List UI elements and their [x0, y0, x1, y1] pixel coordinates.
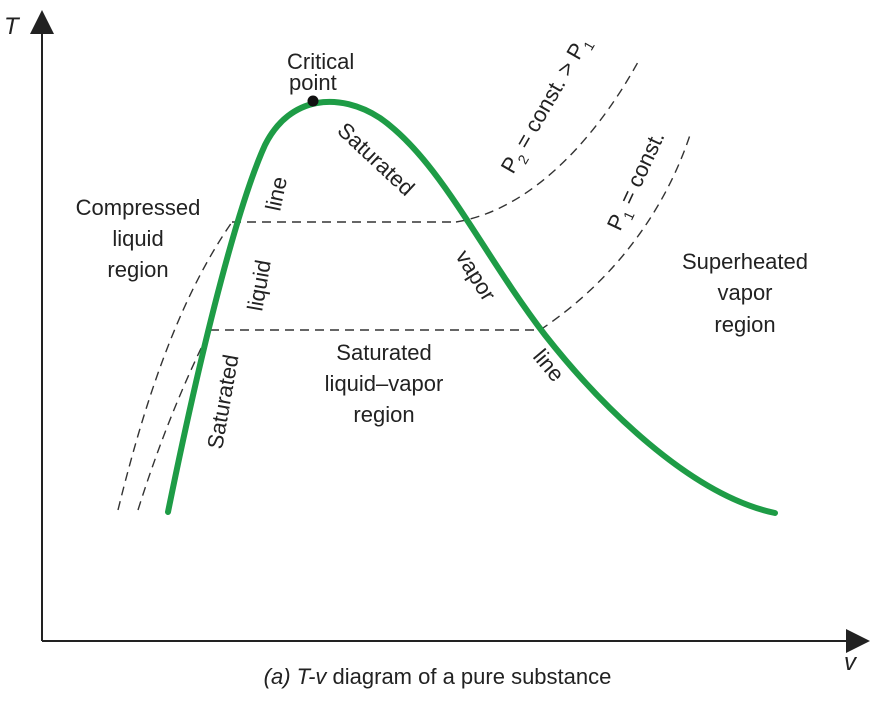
- superheated-label-3: region: [714, 312, 775, 337]
- diagram-caption: (a) T-v diagram of a pure substance: [0, 664, 875, 690]
- caption-text: diagram of a pure substance: [326, 664, 612, 689]
- compressed-label-2: liquid: [112, 226, 163, 251]
- p2-text: = const. > P: [507, 39, 590, 158]
- p2-superheated-isobar: [455, 61, 639, 223]
- caption-part: (a): [263, 664, 291, 689]
- compressed-liquid-region-label: Compressed liquid region: [76, 195, 201, 282]
- sat-liquid-label-3: line: [260, 174, 292, 213]
- mixture-label-1: Saturated: [336, 340, 431, 365]
- sat-vapor-label-2: vapor: [451, 245, 501, 305]
- sat-vapor-label-3: line: [528, 344, 569, 386]
- superheated-label-2: vapor: [717, 280, 772, 305]
- critical-point-marker: [307, 95, 319, 107]
- p1-text: = const.: [611, 127, 669, 213]
- sat-vapor-label-1: Saturated: [333, 117, 420, 200]
- p1-superheated-isobar: [539, 134, 691, 331]
- critical-point-label-1: Critical: [287, 49, 354, 74]
- caption-tv: T-v: [296, 664, 327, 689]
- t-axis-label: T: [4, 13, 21, 40]
- saturation-dome: [165, 98, 778, 516]
- mixture-region-label: Saturated liquid–vapor region: [325, 340, 444, 427]
- compressed-isobar-p2: [117, 221, 233, 511]
- sat-liquid-label-1: Saturated: [202, 353, 243, 451]
- compressed-label-1: Compressed: [76, 195, 201, 220]
- critical-point-label-2: point: [289, 70, 337, 95]
- mixture-label-3: region: [353, 402, 414, 427]
- superheated-label-1: Superheated: [682, 249, 808, 274]
- mixture-label-2: liquid–vapor: [325, 371, 444, 396]
- p1-isobar-label: P1 = const.: [602, 127, 673, 236]
- superheated-region-label: Superheated vapor region: [682, 249, 808, 337]
- compressed-label-3: region: [107, 257, 168, 282]
- v-axis-label: v: [844, 649, 858, 676]
- sat-liquid-label-2: liquid: [242, 258, 276, 313]
- p2-isobar-label: P2 = const. > P1: [496, 32, 598, 180]
